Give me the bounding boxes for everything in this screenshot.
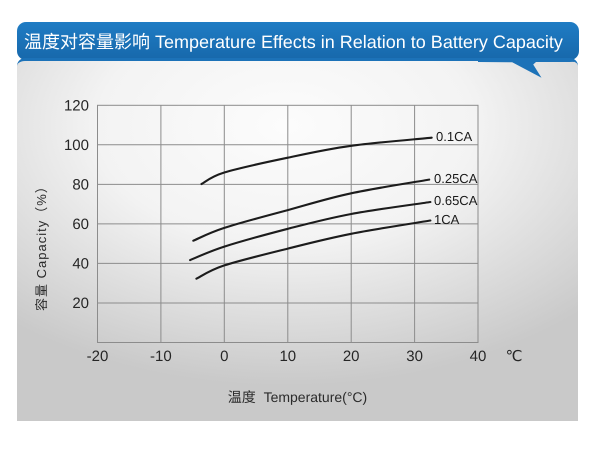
svg-text:80: 80 [72, 176, 89, 193]
svg-text:℃: ℃ [506, 348, 523, 365]
svg-text:0.1CA: 0.1CA [436, 129, 472, 144]
svg-text:0: 0 [220, 348, 228, 365]
svg-text:0.25CA: 0.25CA [434, 171, 478, 186]
svg-text:1CA: 1CA [434, 212, 460, 227]
svg-text:40: 40 [470, 348, 487, 365]
svg-text:30: 30 [406, 348, 423, 365]
svg-text:-10: -10 [150, 348, 172, 365]
svg-text:0.65CA: 0.65CA [434, 193, 478, 208]
svg-text:60: 60 [72, 216, 89, 233]
svg-text:-20: -20 [87, 348, 109, 365]
svg-text:120: 120 [64, 97, 89, 114]
svg-text:20: 20 [343, 348, 360, 365]
svg-text:40: 40 [72, 255, 89, 272]
svg-text:10: 10 [279, 348, 296, 365]
svg-text:100: 100 [64, 137, 89, 154]
